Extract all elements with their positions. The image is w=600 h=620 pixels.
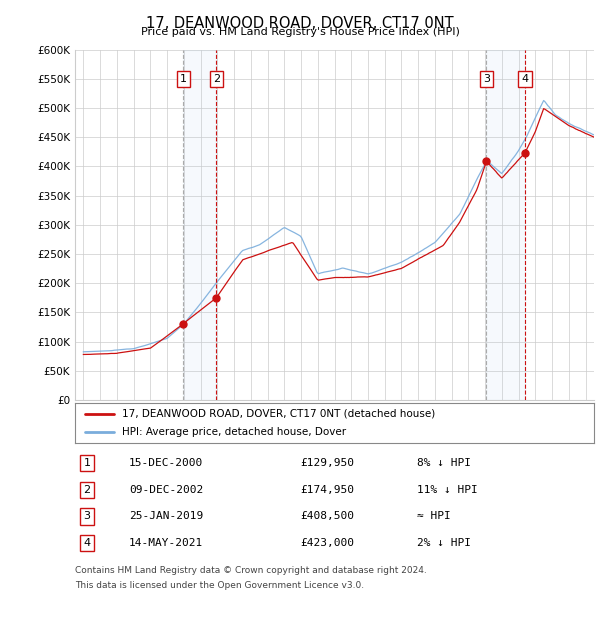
Text: 2: 2: [213, 74, 220, 84]
Text: £129,950: £129,950: [300, 458, 354, 468]
Text: 14-MAY-2021: 14-MAY-2021: [129, 538, 203, 548]
Text: 17, DEANWOOD ROAD, DOVER, CT17 0NT: 17, DEANWOOD ROAD, DOVER, CT17 0NT: [146, 16, 454, 30]
Text: 15-DEC-2000: 15-DEC-2000: [129, 458, 203, 468]
Text: 3: 3: [83, 512, 91, 521]
Text: 2% ↓ HPI: 2% ↓ HPI: [417, 538, 471, 548]
Text: Contains HM Land Registry data © Crown copyright and database right 2024.: Contains HM Land Registry data © Crown c…: [75, 566, 427, 575]
Text: Price paid vs. HM Land Registry's House Price Index (HPI): Price paid vs. HM Land Registry's House …: [140, 27, 460, 37]
Text: 4: 4: [521, 74, 529, 84]
Bar: [183, 50, 217, 400]
Text: 11% ↓ HPI: 11% ↓ HPI: [417, 485, 478, 495]
Bar: [487, 50, 525, 400]
Text: 17, DEANWOOD ROAD, DOVER, CT17 0NT (detached house): 17, DEANWOOD ROAD, DOVER, CT17 0NT (deta…: [122, 409, 435, 419]
Text: £174,950: £174,950: [300, 485, 354, 495]
Text: £408,500: £408,500: [300, 512, 354, 521]
Text: 1: 1: [179, 74, 187, 84]
Text: 8% ↓ HPI: 8% ↓ HPI: [417, 458, 471, 468]
Text: ≈ HPI: ≈ HPI: [417, 512, 451, 521]
Text: £423,000: £423,000: [300, 538, 354, 548]
Text: 4: 4: [83, 538, 91, 548]
Text: 09-DEC-2002: 09-DEC-2002: [129, 485, 203, 495]
Text: 2: 2: [83, 485, 91, 495]
Text: 1: 1: [83, 458, 91, 468]
Text: HPI: Average price, detached house, Dover: HPI: Average price, detached house, Dove…: [122, 427, 346, 438]
Text: 3: 3: [483, 74, 490, 84]
Text: This data is licensed under the Open Government Licence v3.0.: This data is licensed under the Open Gov…: [75, 581, 364, 590]
Text: 25-JAN-2019: 25-JAN-2019: [129, 512, 203, 521]
